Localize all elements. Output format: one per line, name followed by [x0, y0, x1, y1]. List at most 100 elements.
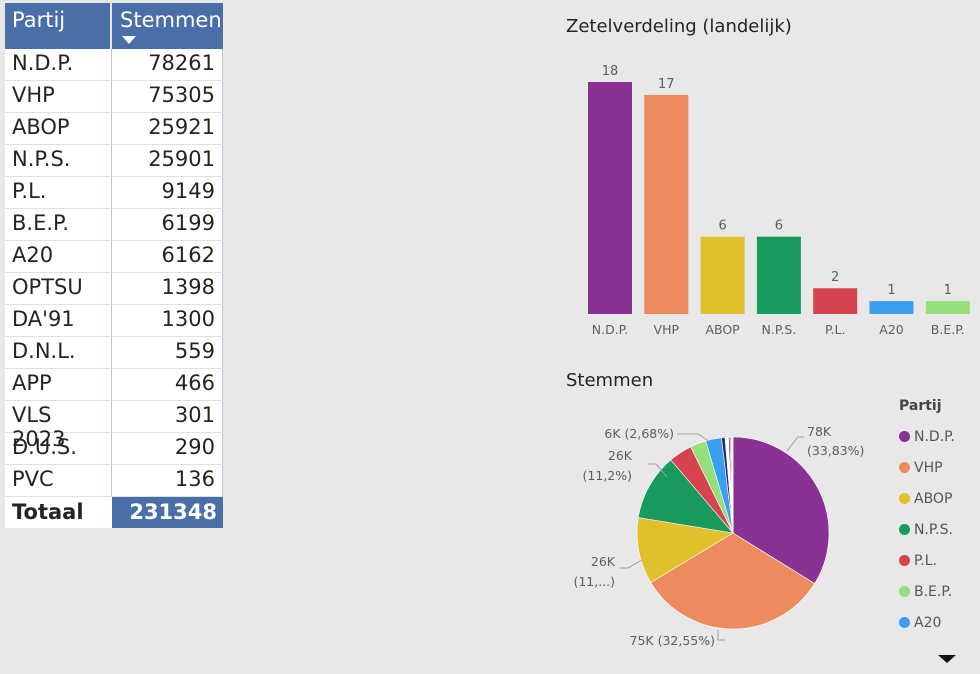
votes-table: Partij Stemmen N.D.P. 78261 VHP 75305 ABOP 25…: [5, 3, 223, 528]
legend-item[interactable]: N.D.P.: [899, 421, 955, 452]
bar-N.D.P.[interactable]: [588, 82, 632, 314]
cell-votes: 1398: [112, 273, 223, 305]
table-row[interactable]: OPTSU 1398: [5, 273, 223, 305]
legend-label: VHP: [914, 459, 943, 476]
legend-label: N.P.S.: [914, 521, 953, 538]
legend-marker: [899, 493, 910, 504]
pie-data-label: 6K (2,68%): [604, 426, 674, 441]
cell-votes: 25921: [112, 113, 223, 145]
table-row[interactable]: APP 466: [5, 369, 223, 401]
x-tick-label: VHP: [654, 322, 680, 337]
cell-party: N.D.P.: [5, 49, 112, 81]
total-label: Totaal: [5, 497, 112, 528]
column-header-votes-label: Stemmen: [120, 8, 222, 32]
legend-item[interactable]: P.L.: [899, 545, 955, 576]
sort-descending-icon[interactable]: [122, 36, 136, 44]
bar-P.L.[interactable]: [813, 288, 858, 314]
x-tick-label: B.E.P.: [931, 322, 965, 337]
legend-label: ABOP: [914, 490, 953, 507]
pie-slice-ABOP[interactable]: [636, 517, 734, 583]
pie-legend: Partij N.D.P. VHP ABOP N.P.S. P.L. B.E.P. A20: [899, 398, 955, 638]
bar-data-label: 1: [887, 283, 895, 298]
cell-votes: 301: [112, 401, 223, 433]
column-header-party[interactable]: Partij: [5, 3, 112, 49]
legend-item[interactable]: N.P.S.: [899, 514, 955, 545]
cell-party: DA'91: [5, 305, 112, 337]
bar-B.E.P.[interactable]: [925, 301, 970, 314]
table-header: Partij Stemmen: [5, 3, 223, 49]
legend-marker: [899, 617, 910, 628]
bar-data-label: 6: [718, 219, 726, 234]
cell-party: D.N.L.: [5, 337, 112, 369]
pie-data-label: (11,...): [573, 574, 615, 589]
legend-item[interactable]: B.E.P.: [899, 576, 955, 607]
table-row[interactable]: D.U.S. 290: [5, 433, 223, 465]
legend-label: B.E.P.: [914, 583, 953, 600]
pie-data-label: 78K: [807, 424, 832, 439]
cell-votes: 136: [112, 465, 223, 497]
table-row[interactable]: DA'91 1300: [5, 305, 223, 337]
bar-data-label: 18: [602, 64, 619, 79]
total-value: 231348: [112, 497, 223, 528]
cell-party: PVC: [5, 465, 112, 497]
legend-item[interactable]: ABOP: [899, 483, 955, 514]
seat-distribution-bar-chart: 18 N.D.P. 17 VHP 6 ABOP 6 N.P.S. 2 P.L. 1 A20 1 B.E.P…: [588, 64, 970, 337]
table-row[interactable]: P.L. 9149: [5, 177, 223, 209]
cell-votes: 25901: [112, 145, 223, 177]
cell-party: VLS 2023: [5, 401, 112, 451]
pie-leader-line: [620, 559, 643, 569]
cell-party: P.L.: [5, 177, 112, 209]
x-tick-label: P.L.: [825, 322, 846, 337]
cell-votes: 6162: [112, 241, 223, 273]
cell-votes: 6199: [112, 209, 223, 241]
x-tick-label: A20: [879, 322, 904, 337]
legend-item[interactable]: VHP: [899, 452, 955, 483]
legend-marker: [899, 586, 910, 597]
bar-N.P.S.[interactable]: [756, 236, 801, 314]
cell-votes: 9149: [112, 177, 223, 209]
table-row[interactable]: A20 6162: [5, 241, 223, 273]
legend-marker: [899, 462, 910, 473]
pie-slice-N.P.S.[interactable]: [637, 459, 734, 534]
table-body: N.D.P. 78261 VHP 75305 ABOP 25921 N.P.S. 25901 P…: [5, 49, 223, 497]
cell-party: APP: [5, 369, 112, 401]
x-tick-label: N.P.S.: [762, 322, 797, 337]
x-tick-label: ABOP: [705, 322, 740, 337]
column-header-votes[interactable]: Stemmen: [112, 3, 223, 49]
bar-A20[interactable]: [869, 301, 914, 314]
scroll-down-arrow-icon[interactable]: [938, 655, 956, 663]
pie-slice-N.D.P.[interactable]: [732, 436, 830, 584]
bar-data-label: 2: [831, 270, 839, 285]
pie-chart-title: Stemmen: [566, 370, 654, 391]
pie-leader-line: [677, 433, 711, 443]
pie-data-label: 26K: [591, 554, 616, 569]
pie-slice-VHP[interactable]: [650, 532, 816, 630]
bar-ABOP[interactable]: [700, 236, 745, 314]
cell-votes: 1300: [112, 305, 223, 337]
pie-data-label: (11,2%): [583, 468, 632, 483]
table-row[interactable]: PVC 136: [5, 465, 223, 497]
table-row[interactable]: B.E.P. 6199: [5, 209, 223, 241]
bar-VHP[interactable]: [644, 94, 689, 314]
pie-leader-line: [648, 463, 668, 478]
table-row[interactable]: N.D.P. 78261: [5, 49, 223, 81]
table-row[interactable]: D.N.L. 559: [5, 337, 223, 369]
cell-party: A20: [5, 241, 112, 273]
table-row[interactable]: VHP 75305: [5, 81, 223, 113]
table-row[interactable]: ABOP 25921: [5, 113, 223, 145]
table-total-row: Totaal 231348: [5, 497, 223, 528]
x-tick-label: N.D.P.: [592, 322, 629, 337]
legend-label: N.D.P.: [914, 428, 955, 445]
legend-label: P.L.: [914, 552, 937, 569]
table-row[interactable]: VLS 2023 301: [5, 401, 223, 451]
cell-party: N.P.S.: [5, 145, 112, 177]
bar-data-label: 6: [775, 219, 783, 234]
cell-party: VHP: [5, 81, 112, 113]
pie-data-label: (33,83%): [807, 443, 864, 458]
pie-data-label: 75K (32,55%): [630, 633, 716, 648]
legend-item[interactable]: A20: [899, 607, 955, 638]
cell-party: D.U.S.: [5, 433, 112, 465]
bar-chart-title: Zetelverdeling (landelijk): [566, 16, 792, 37]
bar-data-label: 1: [944, 283, 952, 298]
table-row[interactable]: N.P.S. 25901: [5, 145, 223, 177]
